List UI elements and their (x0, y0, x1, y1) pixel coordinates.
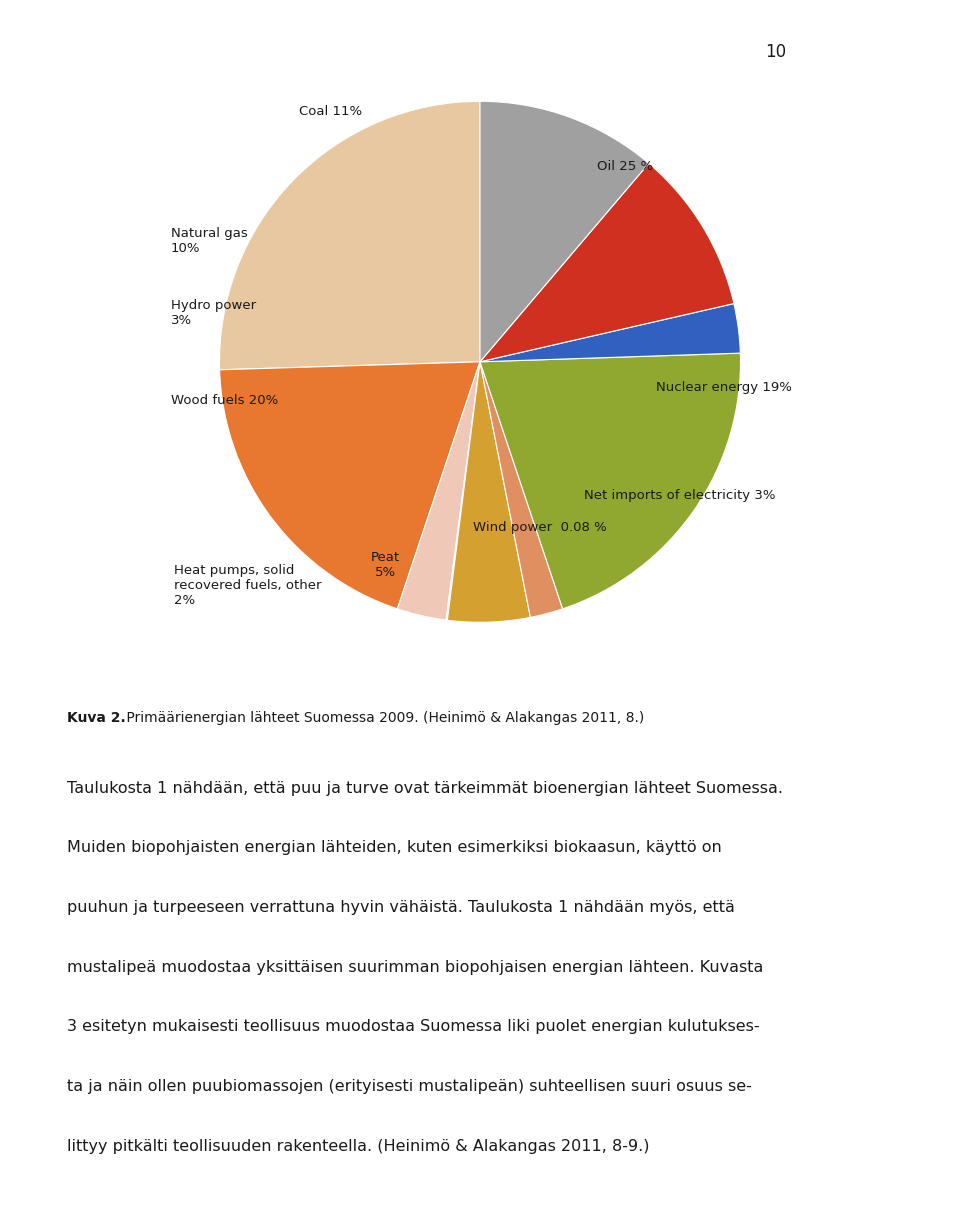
Text: Primäärienergian lähteet Suomessa 2009. (Heinimö & Alakangas 2011, 8.): Primäärienergian lähteet Suomessa 2009. … (122, 710, 644, 725)
Text: Coal 11%: Coal 11% (299, 105, 362, 118)
Wedge shape (397, 362, 480, 620)
Wedge shape (446, 362, 480, 620)
Text: Wind power  0.08 %: Wind power 0.08 % (473, 521, 608, 534)
Text: 10: 10 (765, 42, 786, 60)
Text: Kuva 2.: Kuva 2. (67, 710, 126, 725)
Text: Oil 25 %: Oil 25 % (597, 160, 654, 172)
Wedge shape (220, 101, 480, 370)
Wedge shape (480, 353, 740, 609)
Text: Taulukosta 1 nähdään, että puu ja turve ovat tärkeimmät bioenergian lähteet Suom: Taulukosta 1 nähdään, että puu ja turve … (67, 780, 783, 796)
Text: littyy pitkälti teollisuuden rakenteella. (Heinimö & Alakangas 2011, 8-9.): littyy pitkälti teollisuuden rakenteella… (67, 1138, 650, 1154)
Wedge shape (447, 362, 531, 622)
Text: Hydro power
3%: Hydro power 3% (171, 299, 255, 327)
Wedge shape (480, 101, 649, 362)
Text: Heat pumps, solid
recovered fuels, other
2%: Heat pumps, solid recovered fuels, other… (174, 563, 322, 607)
Text: Net imports of electricity 3%: Net imports of electricity 3% (585, 488, 776, 502)
Text: Nuclear energy 19%: Nuclear energy 19% (656, 381, 792, 394)
Text: mustalipeä muodostaa yksittäisen suurimman biopohjaisen energian lähteen. Kuvast: mustalipeä muodostaa yksittäisen suurimm… (67, 960, 763, 974)
Wedge shape (480, 362, 563, 617)
Wedge shape (480, 163, 733, 362)
Text: ta ja näin ollen puubiomassojen (erityisesti mustalipeän) suhteellisen suuri osu: ta ja näin ollen puubiomassojen (erityis… (67, 1079, 752, 1094)
Text: puuhun ja turpeeseen verrattuna hyvin vähäistä. Taulukosta 1 nähdään myös, että: puuhun ja turpeeseen verrattuna hyvin vä… (67, 900, 735, 915)
Wedge shape (480, 304, 740, 362)
Text: Natural gas
10%: Natural gas 10% (171, 227, 248, 256)
Wedge shape (220, 362, 480, 609)
Text: Wood fuels 20%: Wood fuels 20% (171, 394, 277, 408)
Text: Peat
5%: Peat 5% (371, 551, 400, 579)
Text: Muiden biopohjaisten energian lähteiden, kuten esimerkiksi biokaasun, käyttö on: Muiden biopohjaisten energian lähteiden,… (67, 841, 722, 855)
Text: 3 esitetyn mukaisesti teollisuus muodostaa Suomessa liki puolet energian kulutuk: 3 esitetyn mukaisesti teollisuus muodost… (67, 1019, 759, 1035)
